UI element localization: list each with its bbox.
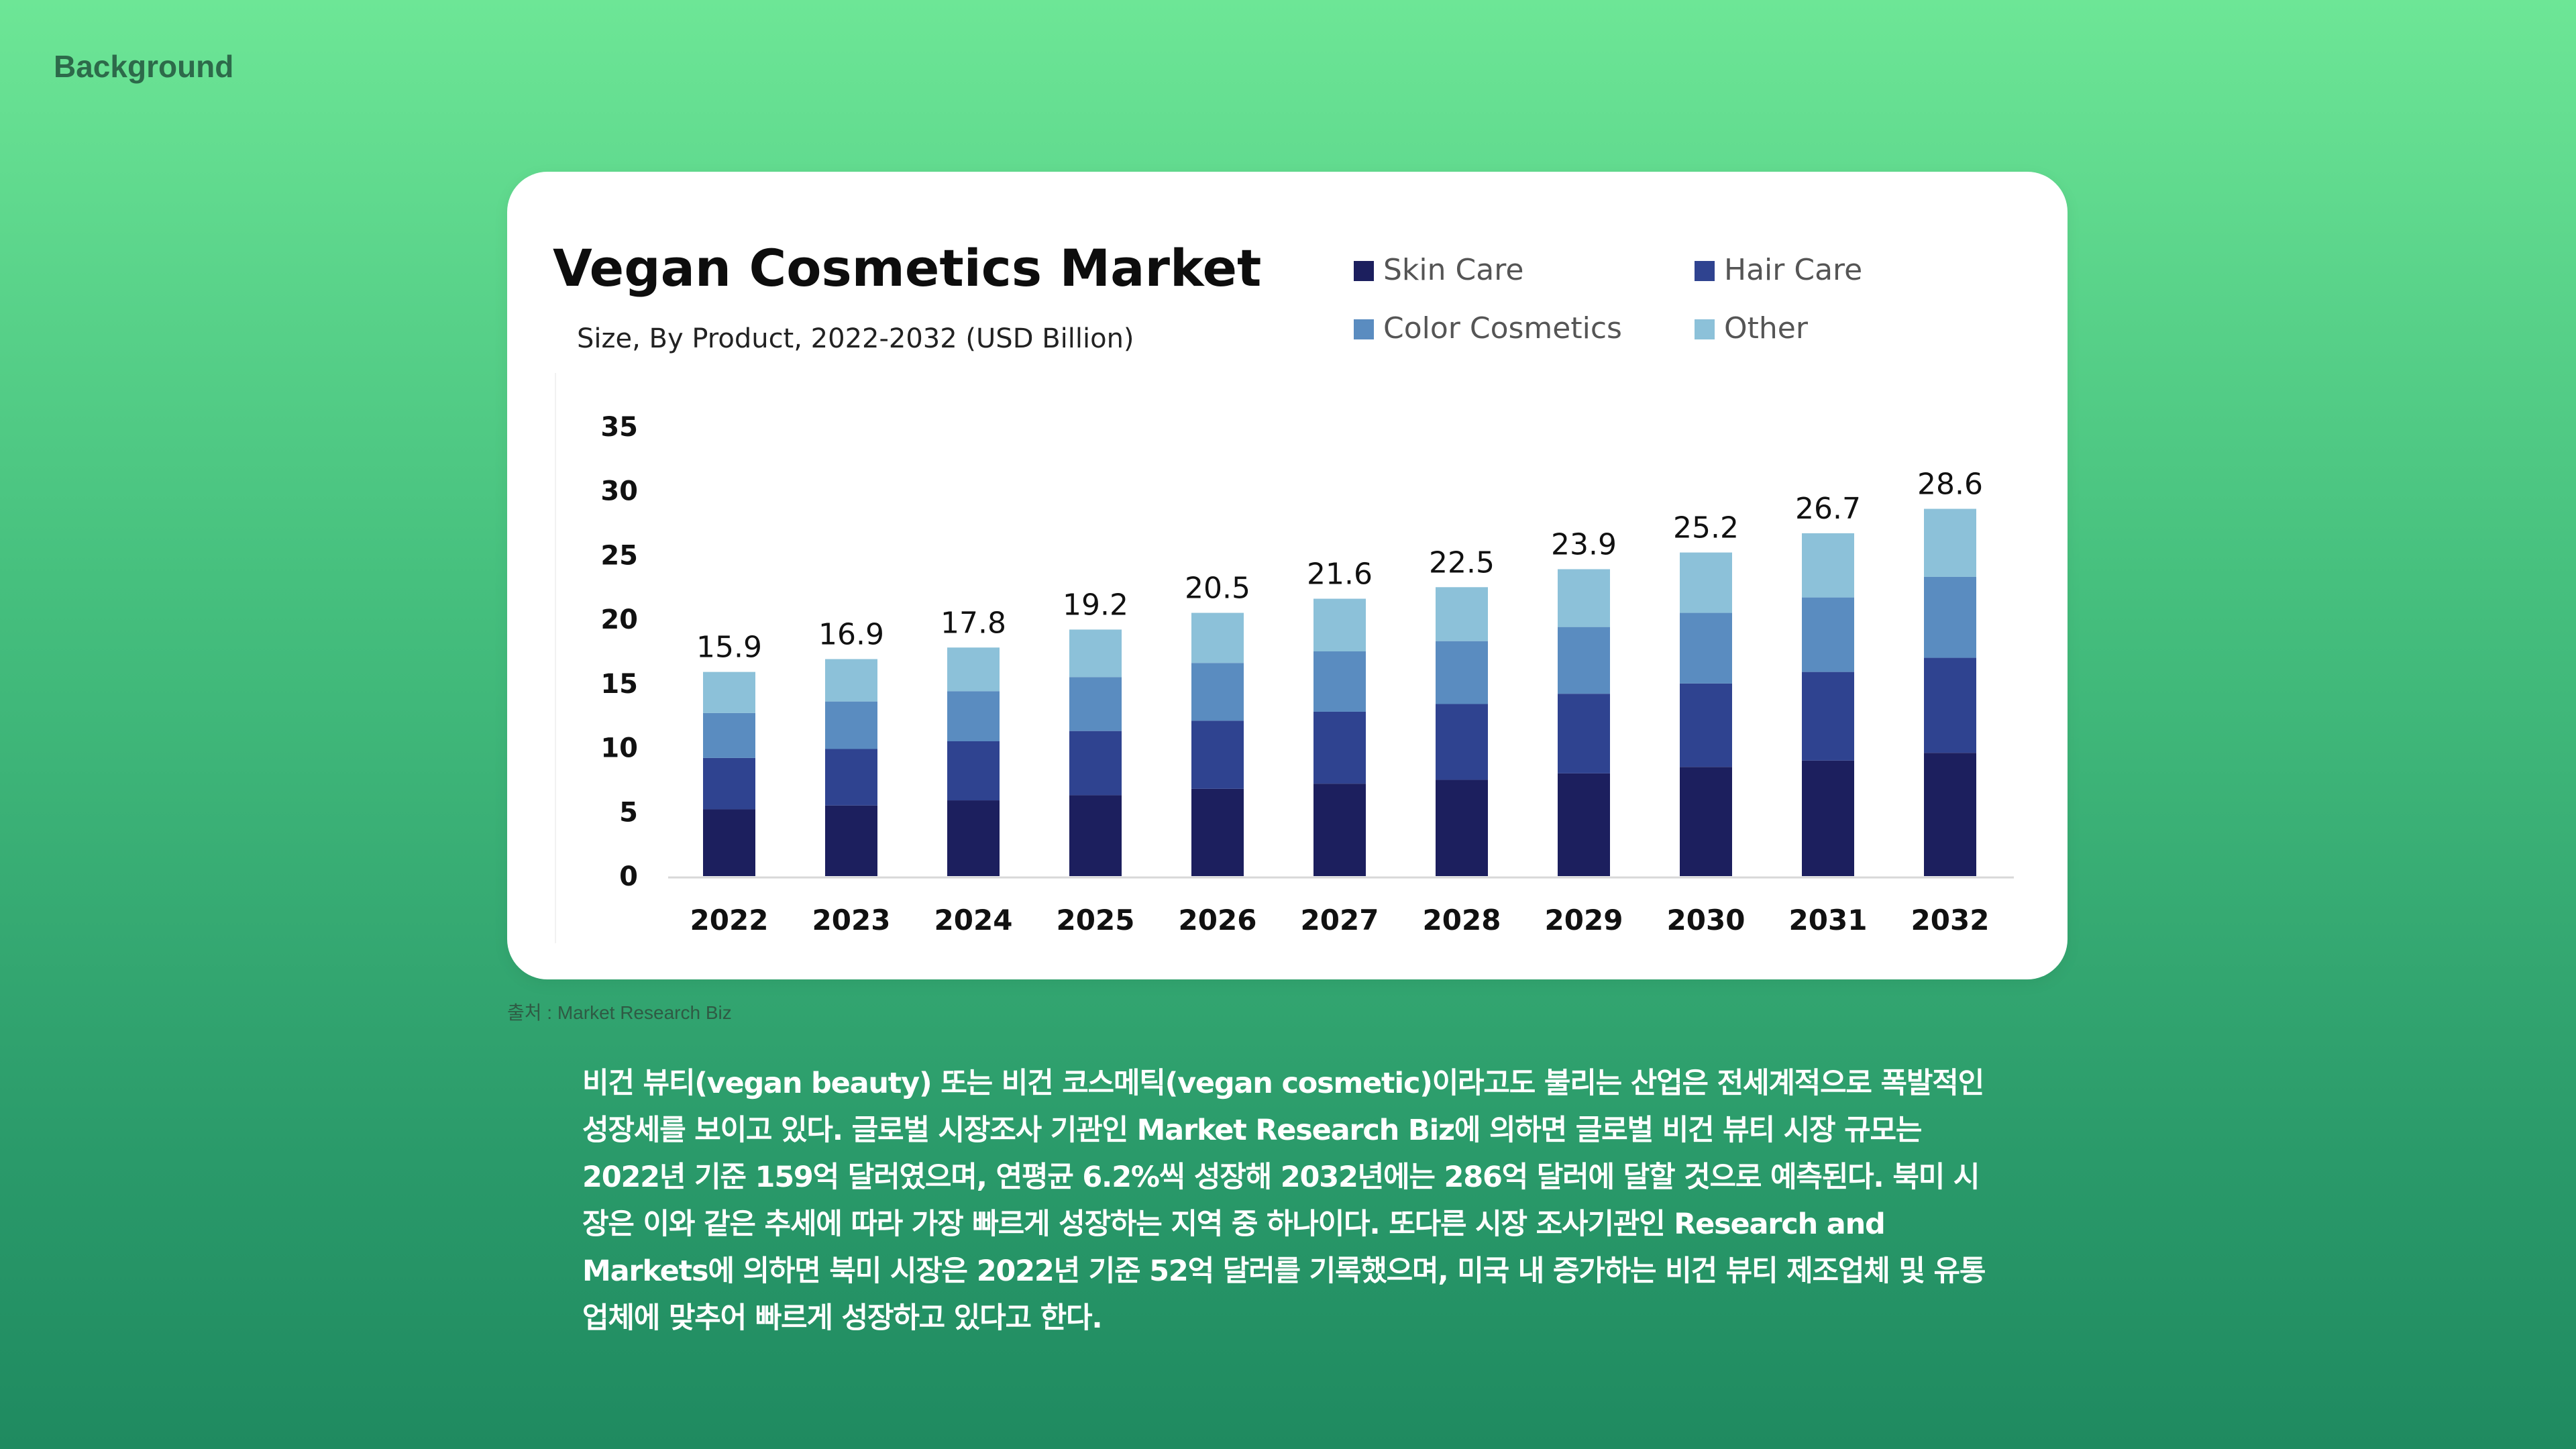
y-tick-label: 15: [600, 669, 638, 700]
y-tick-label: 10: [600, 733, 638, 764]
chart-legend: Skin Care Hair Care Color Cosmetics Other: [1354, 253, 1862, 345]
bar-segment: [703, 757, 755, 810]
bar-segment: [703, 672, 755, 713]
bar-segment: [1069, 731, 1122, 796]
bar-segment: [1680, 767, 1732, 876]
bar-segment: [825, 805, 877, 876]
x-tick-label: 2031: [1789, 904, 1868, 936]
bar-total-label: 16.9: [818, 617, 884, 651]
x-tick-label: 2029: [1545, 904, 1623, 936]
legend-swatch: [1695, 261, 1715, 281]
y-tick-label: 30: [600, 476, 638, 507]
bar-segment: [1313, 598, 1366, 651]
stacked-bar-chart: Vegan Cosmetics Market Size, By Product,…: [553, 238, 2014, 943]
bar-segment: [1558, 569, 1610, 627]
x-tick-label: 2024: [934, 904, 1013, 936]
chart-card: Vegan Cosmetics Market Size, By Product,…: [507, 172, 2068, 979]
bar-segment: [703, 809, 755, 876]
bar-total-label: 20.5: [1185, 572, 1250, 606]
bar-segment: [1313, 651, 1366, 712]
bar-segment: [1802, 597, 1854, 672]
bar-segment: [1924, 657, 1976, 753]
legend-swatch: [1695, 319, 1715, 339]
x-tick-label: 2025: [1057, 904, 1135, 936]
chart-title: Vegan Cosmetics Market: [553, 238, 1261, 298]
y-tick-label: 25: [600, 540, 638, 571]
bar-segment: [1802, 760, 1854, 876]
bar-segment: [947, 647, 1000, 692]
bar-total-label: 28.6: [1917, 468, 1983, 502]
bar-segment: [1558, 627, 1610, 694]
bar-segment: [1313, 784, 1366, 876]
bar-segment: [825, 749, 877, 806]
bar-total-label: 23.9: [1551, 527, 1617, 561]
bar-segment: [1680, 552, 1732, 613]
bar-segment: [1191, 720, 1244, 789]
bar-segment: [1436, 780, 1488, 876]
bar-segment: [1558, 694, 1610, 773]
bar-segment: [703, 712, 755, 758]
chart-source: 출처 : Market Research Biz: [507, 1002, 732, 1023]
bar-segment: [1069, 677, 1122, 731]
bar-segment: [947, 741, 1000, 801]
bar-segment: [825, 659, 877, 702]
bar-segment: [1680, 683, 1732, 767]
x-tick-label: 2028: [1423, 904, 1501, 936]
x-tick-label: 2027: [1301, 904, 1379, 936]
x-tick-label: 2030: [1667, 904, 1746, 936]
bar-total-label: 19.2: [1063, 588, 1128, 622]
bar-total-label: 26.7: [1795, 492, 1861, 526]
y-tick-label: 20: [600, 604, 638, 635]
legend-swatch: [1354, 319, 1374, 339]
bar-segment: [1436, 641, 1488, 704]
bar-total-label: 25.2: [1673, 511, 1739, 545]
x-tick-label: 2023: [812, 904, 891, 936]
section-label: Background: [54, 49, 234, 84]
legend-label: Color Cosmetics: [1383, 311, 1622, 345]
bar-segment: [1069, 795, 1122, 876]
bar-total-label: 22.5: [1429, 545, 1495, 580]
y-tick-label: 5: [619, 797, 638, 828]
description-paragraph: 비건 뷰티(vegan beauty) 또는 비건 코스메틱(vegan cos…: [582, 1067, 1986, 1335]
bar-total-label: 15.9: [696, 631, 762, 665]
bar-segment: [1313, 711, 1366, 784]
bar-total-label: 17.8: [941, 606, 1006, 640]
bar-segment: [1924, 576, 1976, 658]
bar-segment: [1436, 587, 1488, 641]
y-tick-label: 0: [619, 861, 638, 892]
bar-segment: [1680, 612, 1732, 684]
bar-segment: [947, 800, 1000, 876]
y-tick-label: 35: [600, 412, 638, 443]
bar-segment: [1558, 773, 1610, 876]
chart-bars: 15.9 2022 16.9 2023 17.8 2024 19.2 2025 20.5 2026…: [690, 468, 1990, 936]
x-tick-label: 2032: [1911, 904, 1990, 936]
bar-segment: [825, 701, 877, 749]
legend-label: Skin Care: [1383, 253, 1523, 287]
bar-segment: [1191, 788, 1244, 876]
bar-segment: [1436, 704, 1488, 780]
bar-segment: [1924, 753, 1976, 876]
bar-total-label: 21.6: [1307, 557, 1373, 592]
bar-segment: [1802, 533, 1854, 598]
legend-label: Hair Care: [1724, 253, 1862, 287]
legend-label: Other: [1724, 311, 1809, 345]
chart-subtitle: Size, By Product, 2022-2032 (USD Billion…: [577, 323, 1134, 354]
bar-segment: [1802, 672, 1854, 761]
bar-segment: [1191, 663, 1244, 721]
x-tick-label: 2026: [1179, 904, 1257, 936]
bar-segment: [1191, 612, 1244, 663]
bar-segment: [1069, 629, 1122, 678]
legend-swatch: [1354, 261, 1374, 281]
x-tick-label: 2022: [690, 904, 769, 936]
bar-segment: [947, 691, 1000, 741]
bar-segment: [1924, 508, 1976, 577]
